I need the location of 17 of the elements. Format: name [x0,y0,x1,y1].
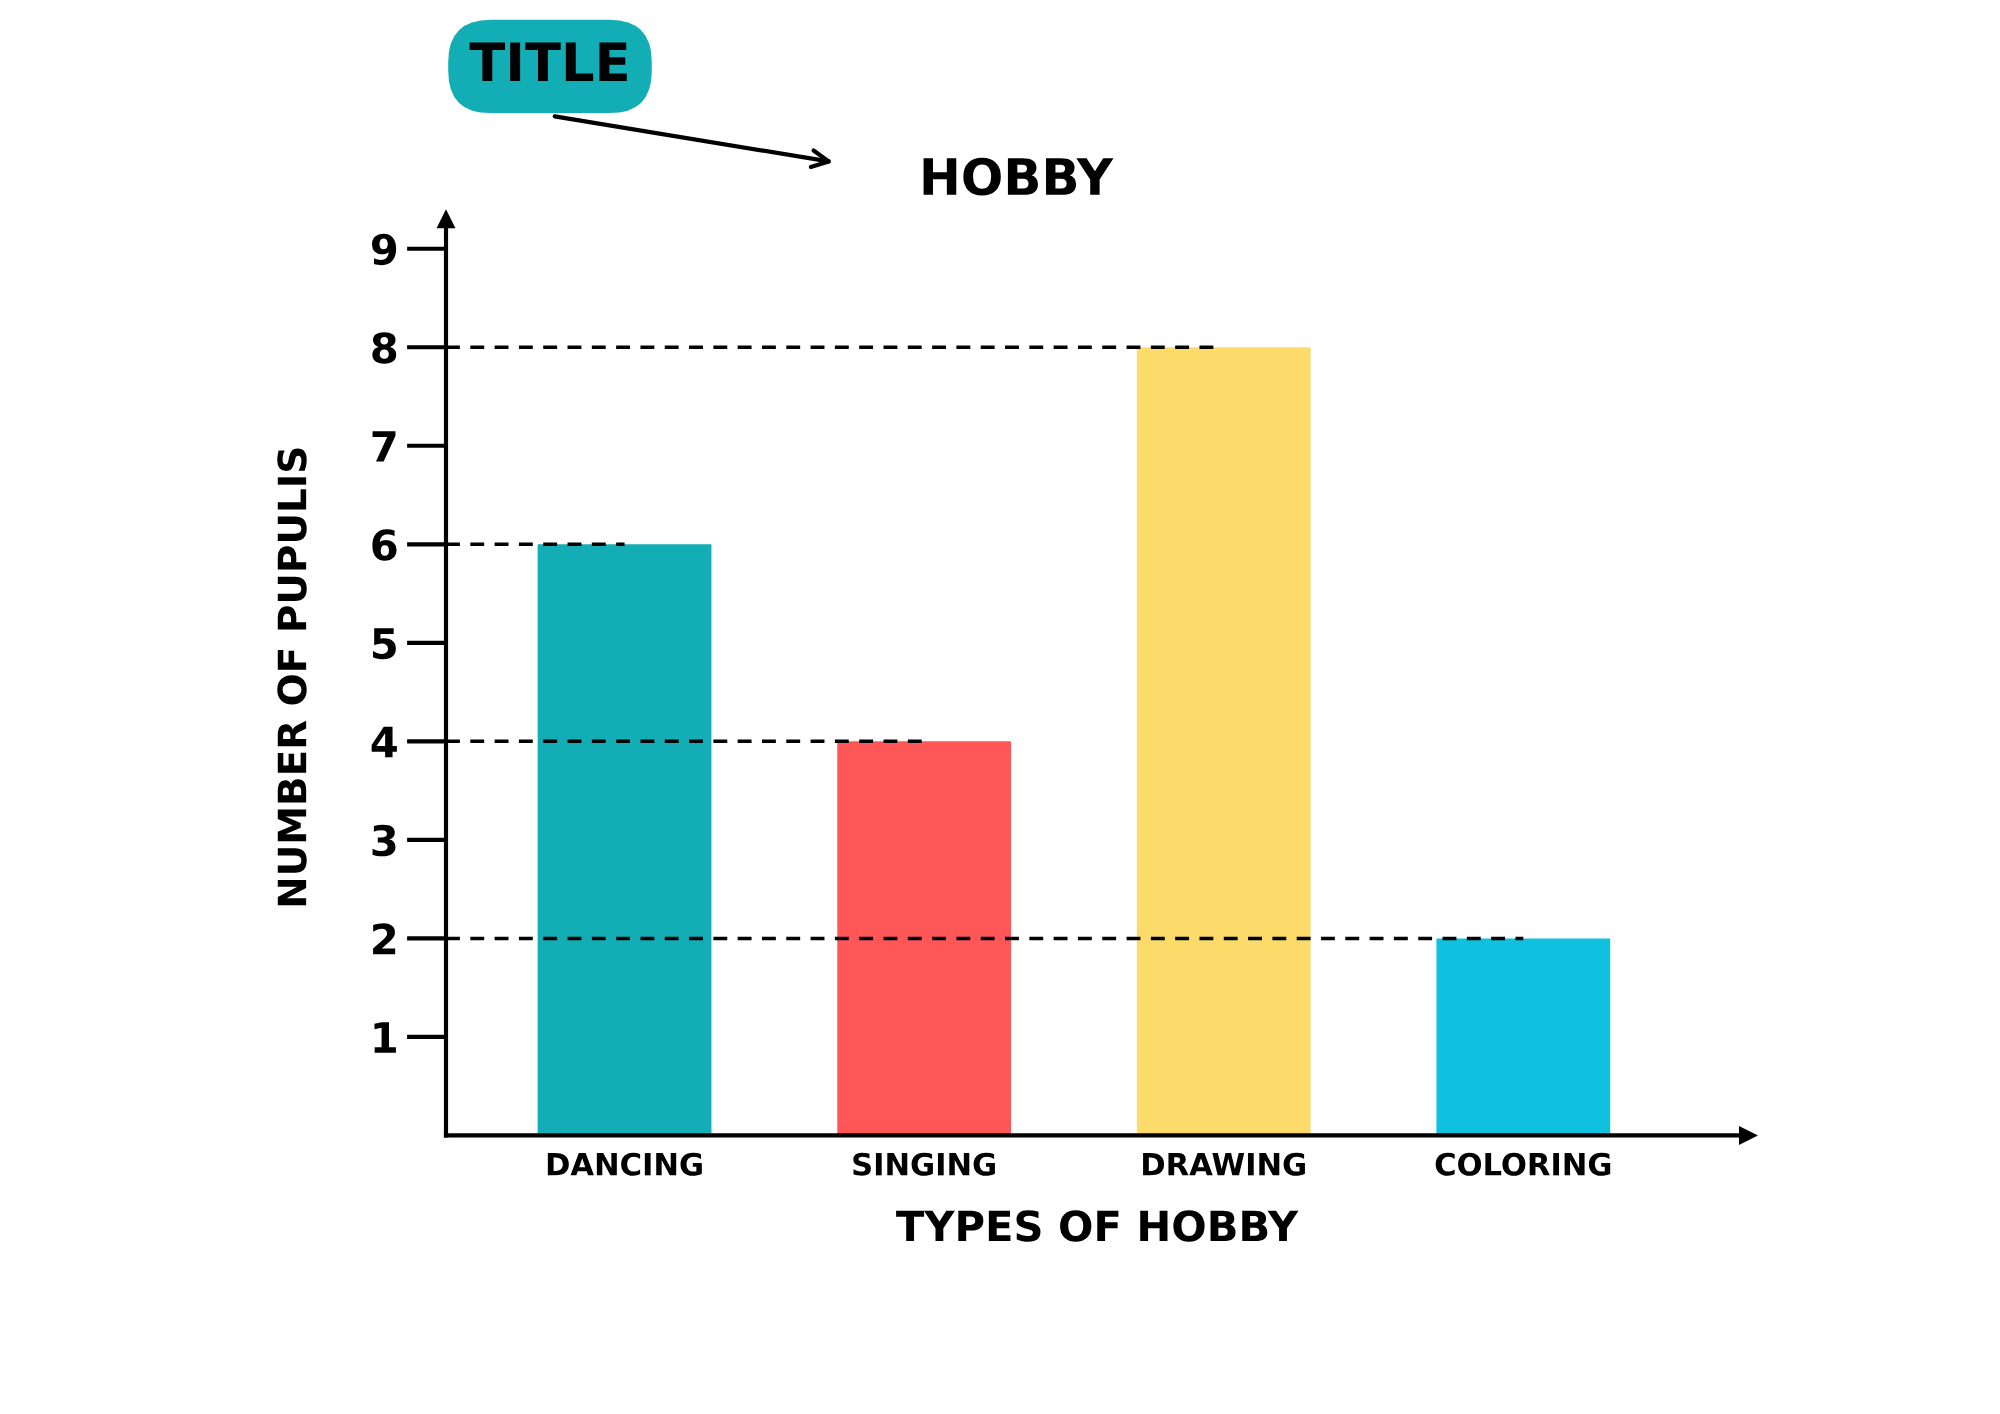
y-tick-label: 6 [372,529,397,561]
y-tick-label: 9 [371,233,397,266]
y-tick-label: 3 [372,824,396,857]
chart-title: HOBBY [923,157,1114,196]
y-tick-label: 5 [373,628,396,660]
y-tick-label: 7 [372,431,396,462]
text: TITLE [469,42,627,82]
y-axis-title: NUMBER OF PUPULIS [277,448,307,906]
x-tick-label: DANCING [547,1152,702,1176]
x-axis-title: TYPES OF HOBBY [896,1210,1299,1242]
x-tick-label: COLORING [1435,1152,1611,1176]
x-tick-label: SINGING [853,1152,995,1176]
y-tick-label: 8 [372,332,397,364]
y-tick-label: 2 [373,923,396,955]
y-tick-label: 4 [371,726,397,758]
y-tick-label: 1 [374,1022,396,1053]
x-tick-label: DRAWING [1143,1152,1305,1176]
